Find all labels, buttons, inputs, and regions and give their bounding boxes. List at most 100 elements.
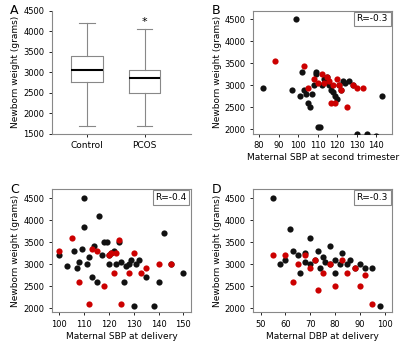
Point [376,303,383,308]
Text: R=-0.3: R=-0.3 [356,193,388,202]
Point [338,87,344,93]
Point [81,224,88,229]
Point [301,63,307,69]
Point [96,213,102,218]
Point [307,105,313,110]
Point [136,257,142,262]
Point [111,270,117,275]
Point [101,283,107,289]
Point [328,87,335,93]
Point [336,83,342,88]
Point [339,257,346,262]
Point [260,85,266,91]
Point [318,72,325,77]
Point [307,235,314,240]
Point [332,94,338,99]
Point [94,279,100,284]
Point [270,252,276,258]
Point [126,270,132,275]
Y-axis label: Newborn weight (grams): Newborn weight (grams) [213,16,222,129]
Text: R=-0.3: R=-0.3 [356,14,388,23]
Point [369,266,375,271]
Point [379,94,386,99]
Point [340,78,346,84]
Point [337,261,343,267]
Point [354,85,360,91]
Point [86,301,92,306]
Point [312,72,319,77]
Point [91,244,97,249]
Point [318,83,325,88]
Point [344,261,350,267]
Point [327,244,333,249]
X-axis label: Maternal DBP at delivery: Maternal DBP at delivery [266,332,379,341]
Point [322,259,328,265]
Point [88,246,95,251]
Point [69,235,75,240]
Point [76,259,82,265]
Point [160,230,167,236]
Point [334,76,340,82]
Point [282,257,289,262]
Point [111,248,117,254]
Point [282,252,289,258]
Point [270,195,276,201]
Point [334,96,340,102]
Point [180,270,186,275]
Point [290,248,296,254]
Point [320,76,327,82]
Point [332,270,338,275]
Point [312,257,318,262]
Text: R=-0.4: R=-0.4 [155,193,187,202]
Point [330,83,336,88]
Point [106,261,112,267]
Point [143,274,149,280]
Point [128,257,134,262]
Point [108,250,115,256]
Point [309,91,315,97]
Point [305,85,311,91]
Text: A: A [10,5,19,17]
Point [299,69,305,75]
Point [71,248,78,254]
Point [307,266,314,271]
Point [74,266,80,271]
Point [373,133,380,139]
Point [360,85,366,91]
Point [155,261,162,267]
Point [155,279,162,284]
Point [344,105,350,110]
Point [295,261,301,267]
Y-axis label: Newborn weight (grams): Newborn weight (grams) [12,16,20,129]
Point [130,303,137,308]
Point [332,257,338,262]
Point [356,283,363,289]
Point [356,261,363,267]
Point [123,263,130,269]
Point [314,248,321,254]
Point [352,266,358,271]
Point [289,87,296,93]
Point [362,266,368,271]
Point [287,226,294,232]
Point [314,124,321,130]
Point [108,250,115,256]
Point [330,89,336,95]
Point [327,261,333,267]
Point [342,80,348,86]
X-axis label: Maternal SBP at second trimester: Maternal SBP at second trimester [246,153,399,162]
Point [76,279,82,284]
Point [312,257,318,262]
Point [344,270,350,275]
Point [295,252,301,258]
Point [346,78,352,84]
Point [118,301,124,306]
Point [290,279,296,284]
Point [150,303,157,308]
Point [320,270,326,275]
Point [324,74,331,80]
Point [307,261,314,267]
Point [106,252,112,258]
Point [138,270,144,275]
Point [326,83,333,88]
